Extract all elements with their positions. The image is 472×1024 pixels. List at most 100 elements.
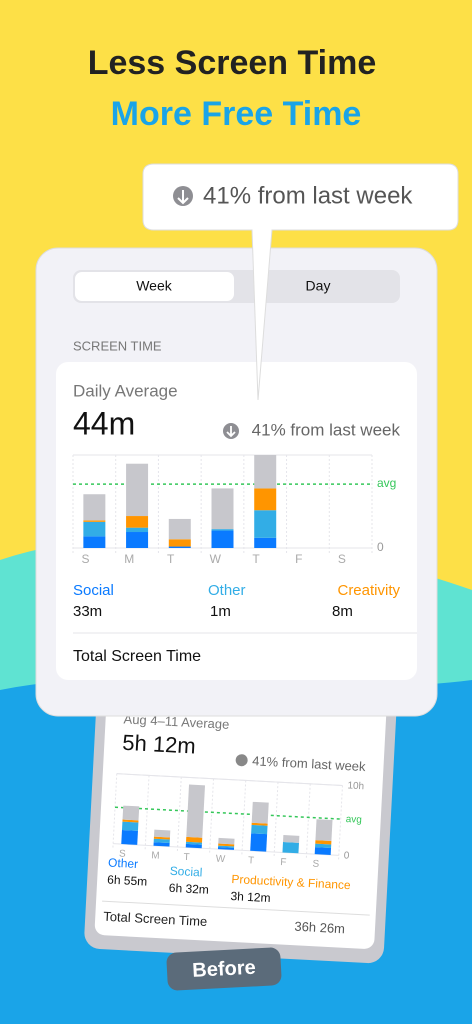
column-divider: [273, 782, 279, 859]
bar-segment: [218, 837, 235, 845]
avg-label: avg: [345, 814, 362, 826]
x-tick-label: F: [295, 552, 302, 566]
label: Aug 4–11 Average: [123, 711, 229, 732]
bar-segment: [122, 805, 140, 821]
headline-accent: More Free Time: [111, 95, 362, 133]
bar-segment: [153, 838, 170, 844]
bar-segment: [283, 834, 300, 843]
callout-bubble: [142, 163, 459, 401]
avg-line: [114, 806, 341, 820]
bar-segment: [315, 840, 332, 845]
x-tick-label: T: [183, 852, 190, 863]
legend-name: Social: [73, 582, 114, 599]
x-tick-label: S: [312, 859, 320, 870]
legend-value: 33m: [73, 603, 102, 620]
x-tick-label: T: [248, 855, 255, 866]
x-tick-label: T: [167, 552, 175, 566]
column-divider: [305, 783, 311, 860]
inner-card: [56, 362, 417, 680]
section-header: SCREEN TIME: [73, 338, 162, 353]
bar-segment: [121, 821, 139, 831]
bar-segment: [126, 516, 149, 528]
bar-segment: [211, 529, 234, 531]
bar-segment: [83, 536, 106, 548]
total-label: Total Screen Time: [73, 648, 201, 665]
bar-segment: [121, 830, 138, 845]
bar-segment: [168, 518, 191, 540]
legend-name: Social: [169, 864, 202, 880]
legend-value: 1m: [210, 603, 231, 620]
tab[interactable]: Week: [136, 278, 173, 294]
bar-segment: [218, 843, 235, 847]
x-tick-label: W: [210, 552, 222, 566]
tab[interactable]: Day: [306, 278, 331, 294]
legend-value: 6h 32m: [169, 881, 210, 897]
bar-segment: [211, 488, 234, 530]
legend-value: 8m: [332, 603, 353, 620]
legend-value: 6h 55m: [107, 873, 148, 889]
bar-segment: [254, 510, 277, 538]
x-tick-label: F: [280, 857, 287, 868]
bar-segment: [153, 842, 170, 847]
bar-segment: [254, 488, 277, 511]
bar-segment: [211, 530, 234, 548]
bar-segment: [168, 546, 191, 548]
bar-segment: [185, 843, 202, 849]
screen-time-card: Week Day SCREEN TIME Daily Average 44m 4…: [35, 247, 438, 717]
bar-segment: [186, 784, 206, 838]
column-divider: [209, 778, 215, 855]
bar-segment: [251, 801, 269, 824]
column-divider: [241, 780, 247, 857]
change: 41% from last week: [252, 753, 367, 774]
legend-name: Other: [108, 856, 139, 872]
change: 41% from last week: [252, 420, 401, 439]
x-tick-label: M: [124, 552, 134, 566]
bar-segment: [251, 824, 268, 835]
y-tick-label: 0: [377, 540, 384, 554]
badge-bg: [166, 947, 282, 991]
headline: Less Screen Time: [88, 44, 377, 82]
bar-segment: [168, 539, 191, 547]
bar-segment: [122, 819, 139, 823]
bar-segment: [83, 494, 106, 521]
before-card: Aug 4–11 Average 5h 12m 41% from last we…: [84, 681, 397, 964]
arrow-icon: [235, 754, 248, 767]
grid-line: [116, 773, 343, 787]
x-tick-label: S: [82, 552, 90, 566]
legend-name: Other: [208, 582, 246, 599]
x-tick-label: T: [252, 552, 260, 566]
tab-selected[interactable]: [75, 272, 234, 301]
legend-name: Productivity & Finance: [231, 872, 351, 892]
bar-segment: [315, 819, 333, 842]
y-tick-label: 0: [344, 850, 351, 861]
x-tick-label: W: [215, 854, 226, 866]
total-label: Total Screen Time: [103, 909, 208, 929]
bar-segment: [282, 841, 299, 854]
bar-segment: [126, 527, 149, 533]
badge: Before: [166, 947, 282, 991]
callout: 41% from last week: [142, 163, 459, 401]
x-tick-label: M: [151, 850, 160, 861]
column-divider: [112, 773, 118, 850]
legend-value: 3h 12m: [230, 889, 271, 905]
column-divider: [144, 775, 150, 852]
value: 44m: [73, 405, 135, 441]
label: Daily Average: [73, 381, 178, 400]
arrow-glyph: [177, 190, 189, 205]
bar-segment: [250, 833, 268, 852]
card: [94, 683, 387, 949]
bar-segment: [126, 463, 149, 517]
bar-segment: [185, 841, 203, 845]
avg-label: avg: [377, 476, 396, 490]
bar-segment: [126, 532, 149, 548]
callout-text: 41% from last week: [203, 182, 413, 209]
arrow-glyph: [226, 426, 236, 438]
bar-segment: [83, 521, 106, 537]
legend-name: Creativity: [337, 582, 400, 599]
column-divider: [176, 777, 182, 853]
bar-segment: [314, 847, 332, 855]
divider: [102, 900, 370, 916]
bar-segment: [218, 845, 235, 848]
bar-segment: [315, 843, 332, 848]
